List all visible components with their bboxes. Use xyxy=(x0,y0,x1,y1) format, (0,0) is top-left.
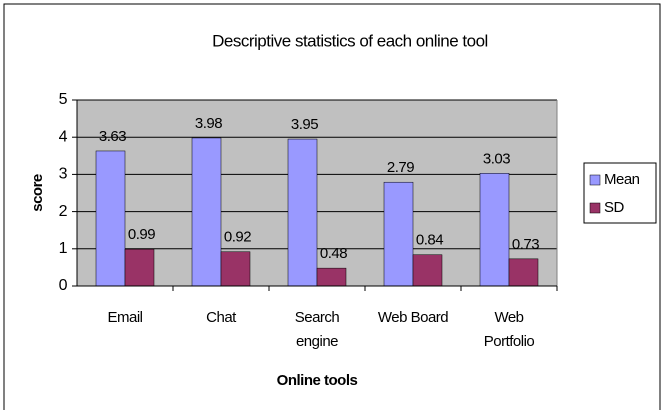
data-label: 3.95 xyxy=(291,116,318,133)
bar xyxy=(124,248,155,287)
y-tick-label: 0 xyxy=(59,277,68,294)
x-tick-label: Search engine xyxy=(295,309,340,350)
x-axis-title: Online tools xyxy=(277,372,358,389)
data-label: 3.03 xyxy=(483,150,510,167)
x-tick-label: Email xyxy=(107,309,142,326)
data-label: 0.48 xyxy=(320,245,347,262)
y-tick-label: 1 xyxy=(59,240,68,257)
data-label: 0.99 xyxy=(128,226,155,243)
data-label: 0.84 xyxy=(416,232,443,249)
y-tick-label: 2 xyxy=(59,203,68,220)
data-label: 0.92 xyxy=(224,229,251,246)
data-label: 2.79 xyxy=(387,159,414,176)
data-label: 3.98 xyxy=(195,115,222,132)
legend-swatch xyxy=(589,174,601,186)
legend-label: Mean xyxy=(604,171,640,188)
legend-label: SD xyxy=(604,199,625,216)
bar xyxy=(191,137,222,287)
bar xyxy=(287,138,318,287)
bar xyxy=(479,173,510,287)
bar xyxy=(316,267,347,287)
x-tick-label: Chat xyxy=(206,309,237,326)
bar xyxy=(383,181,414,287)
y-axis-title: score xyxy=(29,174,46,212)
y-tick-label: 3 xyxy=(59,166,68,183)
x-tick-label: Web Board xyxy=(378,309,448,326)
y-tick-label: 5 xyxy=(59,91,68,108)
chart-title: Descriptive statistics of each online to… xyxy=(212,31,488,50)
x-tick-label: Web Portfolio xyxy=(484,309,535,350)
bar xyxy=(220,251,251,287)
data-label: 0.73 xyxy=(512,236,539,253)
legend-swatch xyxy=(589,202,601,214)
bar xyxy=(508,258,539,287)
y-tick-label: 4 xyxy=(59,128,68,145)
bar xyxy=(412,254,443,287)
data-label: 3.63 xyxy=(99,128,126,145)
bar xyxy=(95,150,126,287)
